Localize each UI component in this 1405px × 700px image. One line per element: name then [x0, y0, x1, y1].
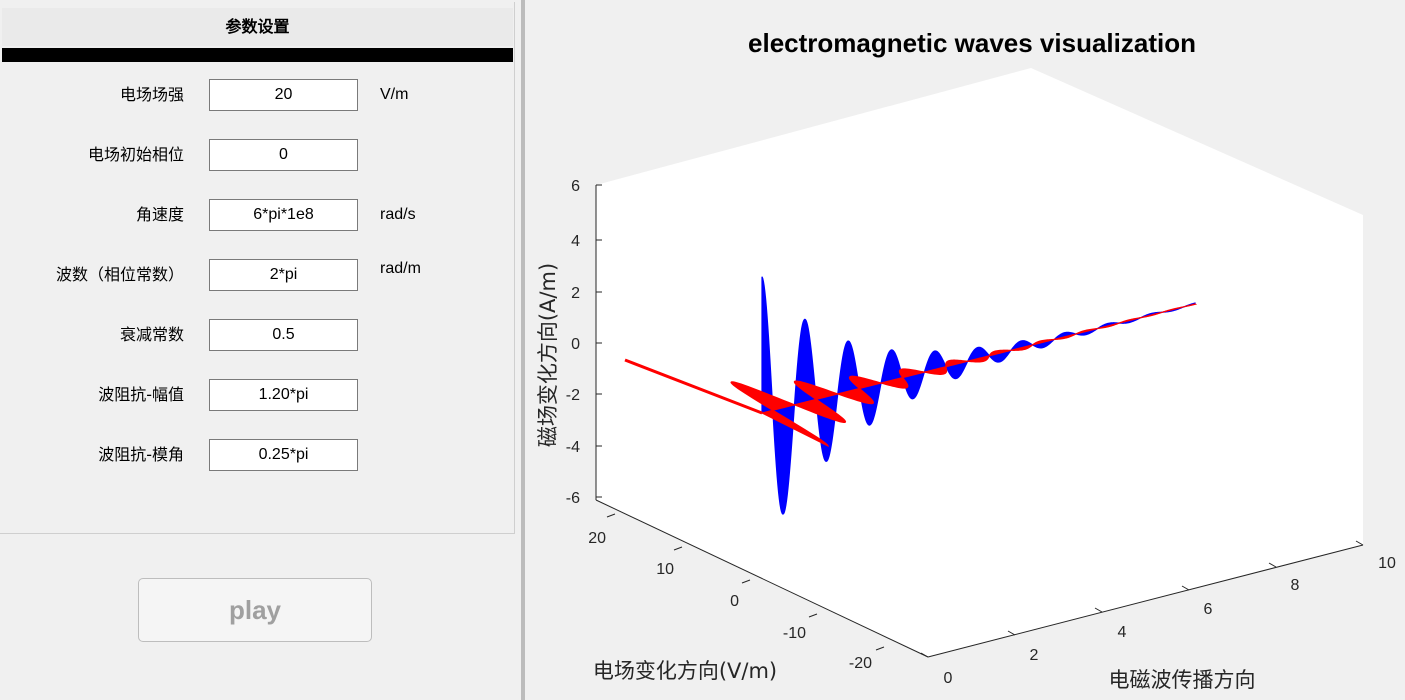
z-tick-label: 0 [571, 336, 580, 353]
field-strength-unit: V/m [380, 86, 409, 103]
y-ticks: 20 10 0 -10 -20 [588, 513, 885, 672]
x-axis-label: 电磁波传播方向 [1109, 668, 1256, 692]
z-tick-label: -4 [566, 439, 580, 456]
plot-area: 6 4 2 0 -2 -4 -6 20 10 0 -10 -20 0 2 4 6 8 10 electroma… [525, 0, 1405, 700]
z-tick-label: 6 [571, 178, 580, 195]
y-tick-mark [808, 613, 818, 618]
param-label-impedance-magnitude: 波阻抗-幅值 [98, 385, 184, 404]
x-tick-mark [1007, 630, 1016, 636]
electric-field-leadin [624, 358, 763, 415]
z-ticks: 6 4 2 0 -2 -4 -6 [566, 178, 602, 507]
y-tick-mark [875, 646, 885, 651]
y-tick-label: 0 [730, 593, 739, 610]
play-button[interactable]: play [138, 578, 372, 642]
wavenumber-unit: rad/m [380, 260, 421, 277]
wavenumber-input[interactable] [209, 259, 358, 291]
attenuation-input[interactable] [209, 319, 358, 351]
x-ticks: 0 2 4 6 8 10 [920, 540, 1396, 687]
param-label-impedance-angle: 波阻抗-模角 [98, 445, 184, 464]
x-tick-mark [920, 652, 929, 658]
z-axis-label: 磁场变化方向(A/m) [536, 263, 560, 447]
x-tick-label: 4 [1118, 624, 1127, 641]
initial-phase-input[interactable] [209, 139, 358, 171]
param-label-wavenumber: 波数（相位常数） [55, 265, 184, 284]
panel-title-underline [2, 48, 513, 62]
x-axis-line [927, 544, 1364, 658]
param-label-angular-velocity: 角速度 [135, 205, 184, 224]
angular-velocity-input[interactable] [209, 199, 358, 231]
x-tick-label: 6 [1204, 601, 1213, 618]
x-tick-mark [1181, 585, 1190, 591]
y-tick-label: 20 [588, 530, 606, 547]
y-tick-label: 10 [656, 561, 674, 578]
angular-velocity-unit: rad/s [380, 206, 416, 223]
param-label-initial-phase: 电场初始相位 [87, 145, 184, 164]
x-tick-mark [1355, 540, 1364, 546]
x-tick-label: 0 [944, 670, 953, 687]
param-label-field-strength: 电场场强 [119, 85, 184, 104]
field-strength-input[interactable] [209, 79, 358, 111]
z-tick-label: -6 [566, 490, 580, 507]
x-tick-label: 8 [1291, 577, 1300, 594]
electric-field-wave [730, 303, 1198, 448]
wave-traces [624, 276, 1198, 515]
plot-title: electromagnetic waves visualization [748, 28, 1196, 58]
x-tick-label: 2 [1030, 647, 1039, 664]
x-tick-label: 10 [1378, 555, 1396, 572]
y-tick-mark [673, 546, 683, 551]
z-tick-label: 2 [571, 285, 580, 302]
y-tick-label: -10 [783, 625, 806, 642]
panel-title: 参数设置 [2, 8, 513, 46]
y-tick-mark [606, 513, 616, 518]
y-axis-line [595, 499, 929, 658]
parameter-panel: 参数设置 电场场强 V/m 电场初始相位 角速度 rad/s 波数（相位常数） … [0, 2, 515, 534]
z-tick-label: 4 [571, 233, 580, 250]
y-axis-label: 电场变化方向(V/m) [593, 659, 777, 683]
y-tick-label: -20 [849, 655, 872, 672]
y-tick-mark [741, 579, 751, 584]
impedance-magnitude-input[interactable] [209, 379, 358, 411]
x-tick-mark [1268, 562, 1277, 568]
axes-background [596, 68, 1363, 657]
panel-splitter[interactable] [521, 0, 525, 700]
x-tick-mark [1094, 607, 1103, 613]
z-tick-label: -2 [566, 387, 580, 404]
param-label-attenuation: 衰减常数 [119, 325, 184, 344]
impedance-angle-input[interactable] [209, 439, 358, 471]
